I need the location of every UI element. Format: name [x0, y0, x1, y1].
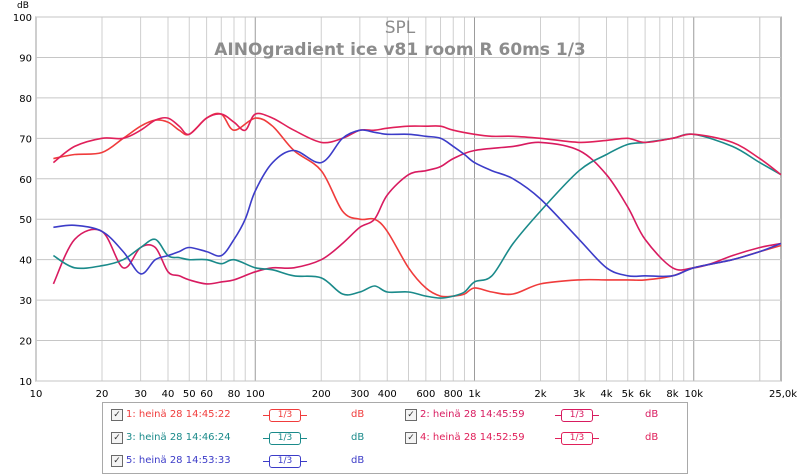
x-tick-label: 8k: [666, 389, 678, 400]
chart-title: SPL: [385, 18, 416, 38]
x-tick-label: 60: [200, 389, 213, 400]
legend-label-4: 4: heinä 28 14:52:59: [420, 432, 525, 443]
legend-label-2: 2: heinä 28 14:45:59: [420, 409, 525, 420]
legend-label-1: 1: heinä 28 14:45:22: [126, 409, 231, 420]
x-tick-label: 40: [162, 389, 175, 400]
smoothing-button-5[interactable]: 1/3: [263, 455, 307, 468]
x-tick-label: 400: [378, 389, 397, 400]
unit-label-5: dB: [351, 455, 365, 466]
y-tick-label: 10: [19, 377, 32, 388]
unit-label-1: dB: [351, 409, 365, 420]
x-tick-label: 3k: [573, 389, 585, 400]
x-tick-label: 50: [183, 389, 196, 400]
x-tick-label: 300: [350, 389, 369, 400]
checkbox-5[interactable]: ✓: [111, 455, 123, 467]
x-tick-label: 100: [246, 389, 265, 400]
checkbox-4[interactable]: ✓: [405, 432, 417, 444]
y-tick-label: 30: [19, 296, 32, 307]
y-tick-label: 90: [19, 53, 32, 64]
x-tick-label: 10: [30, 389, 43, 400]
y-axis-unit: dB: [17, 1, 29, 11]
x-tick-label: 25,0k Hz: [769, 389, 800, 400]
x-tick-label: 600: [416, 389, 435, 400]
unit-label-4: dB: [645, 432, 659, 443]
x-tick-label: 4k: [600, 389, 612, 400]
spl-chart: 10 20 30 40 50 60 70 80 90 100 10 20 30 40 50 60 80 100 20…: [13, 1, 800, 400]
smoothing-button-1[interactable]: 1/3: [263, 409, 307, 422]
x-tick-label: 200: [312, 389, 331, 400]
grid: [35, 16, 781, 382]
smoothing-button-2[interactable]: 1/3: [555, 409, 599, 422]
legend: ✓ 1: heinä 28 14:45:22 1/3 dB ✓ 2: heinä…: [102, 402, 688, 474]
legend-label-5: 5: heinä 28 14:53:33: [126, 455, 231, 466]
checkbox-3[interactable]: ✓: [111, 432, 123, 444]
series-line-1: [53, 112, 782, 298]
y-tick-label: 60: [19, 175, 32, 186]
x-tick-label: 5k: [622, 389, 634, 400]
series-line-2: [52, 141, 782, 285]
x-tick-label: 10k: [684, 389, 703, 400]
y-tick-label: 50: [19, 215, 32, 226]
series-line-3: [52, 133, 782, 299]
unit-label-3: dB: [351, 432, 365, 443]
smoothing-button-3[interactable]: 1/3: [263, 432, 307, 445]
y-tick-label: 80: [19, 94, 32, 105]
x-tick-label: 1k: [468, 389, 480, 400]
series-layer: [52, 112, 782, 299]
y-tick-label: 70: [19, 134, 32, 145]
x-tick-label: 80: [228, 389, 241, 400]
x-tick-label: 6k: [639, 389, 651, 400]
legend-label-3: 3: heinä 28 14:46:24: [126, 432, 231, 443]
x-tick-label: 800: [444, 389, 463, 400]
smoothing-button-4[interactable]: 1/3: [555, 432, 599, 445]
checkbox-2[interactable]: ✓: [405, 409, 417, 421]
y-tick-label: 20: [19, 337, 32, 348]
x-tick-label: 30: [134, 389, 147, 400]
x-tick-label: 2k: [534, 389, 546, 400]
y-tick-label: 100: [13, 13, 32, 24]
x-tick-label: 20: [96, 389, 109, 400]
series-line-5: [53, 129, 782, 278]
unit-label-2: dB: [645, 409, 659, 420]
checkbox-1[interactable]: ✓: [111, 409, 123, 421]
y-tick-label: 40: [19, 256, 32, 267]
chart-subtitle: AINOgradient ice v81 room R 60ms 1/3: [214, 40, 586, 60]
tick-labels: 10 20 30 40 50 60 70 80 90 100 10 20 30 40 50 60 80 100 20…: [13, 13, 800, 400]
